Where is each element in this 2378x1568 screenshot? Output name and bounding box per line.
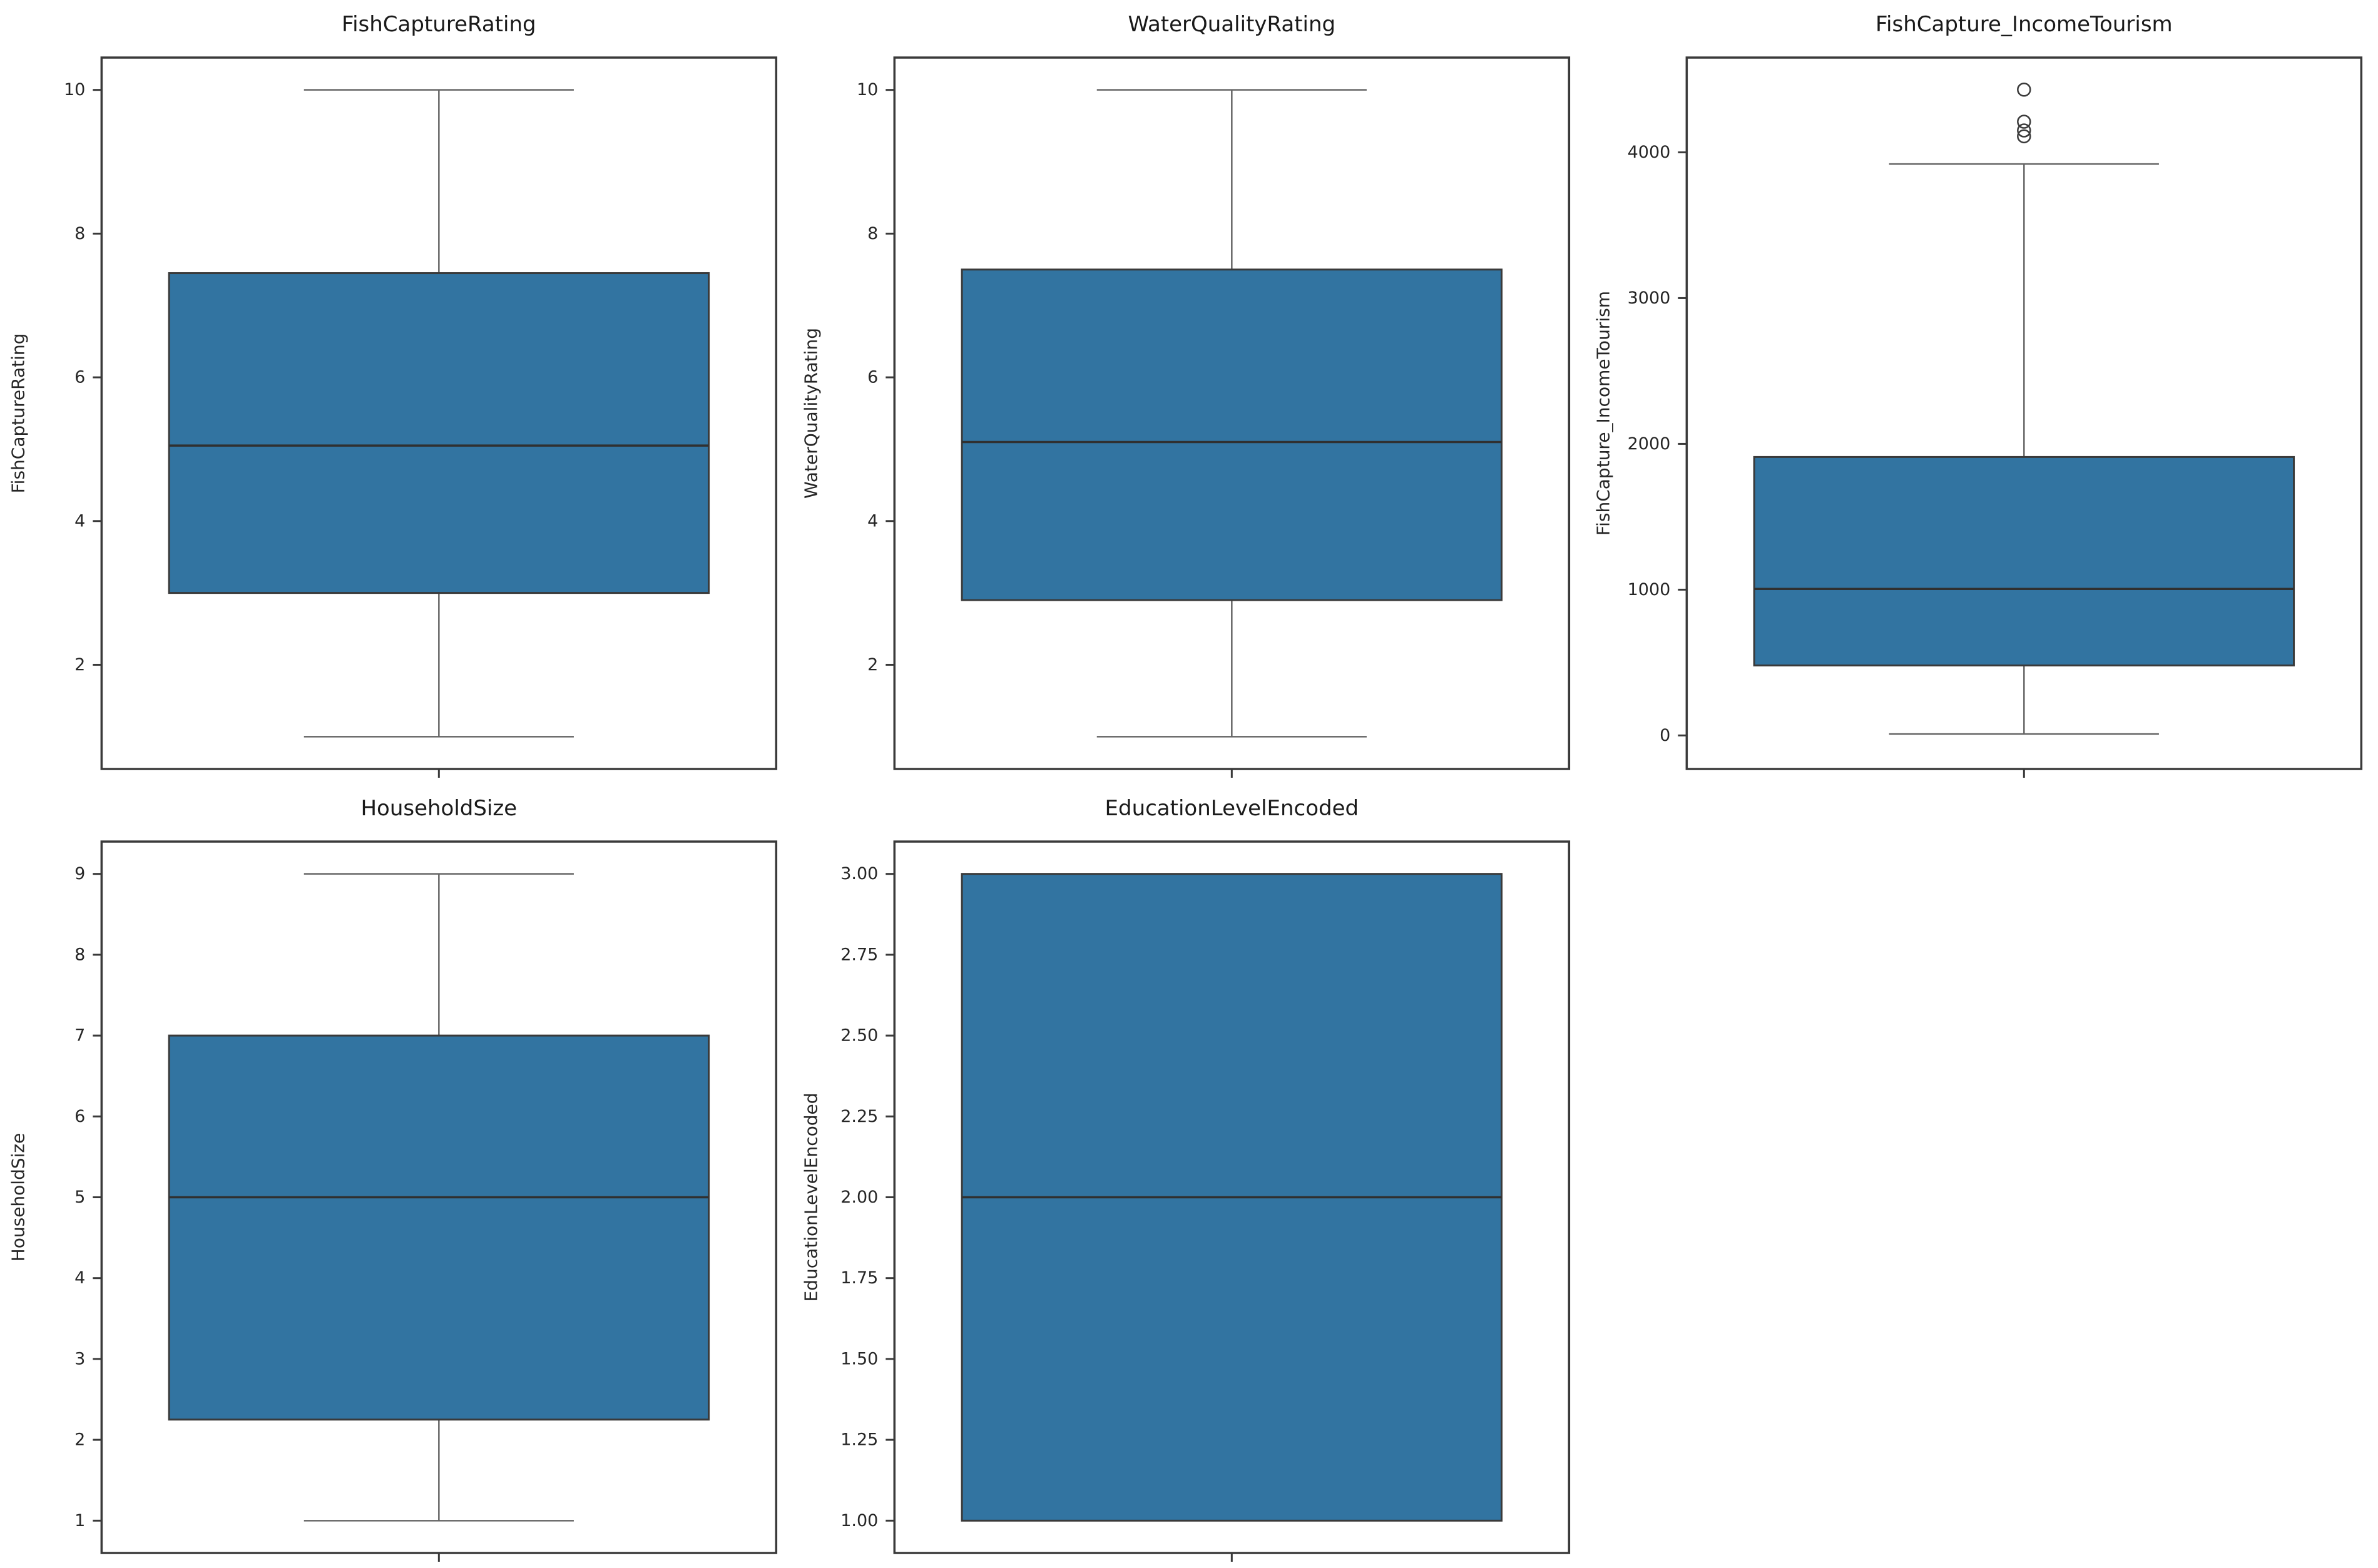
boxplot-household-size: HouseholdSize HouseholdSize 1 2 3 4 5 6 7 8 9 <box>8 796 778 1562</box>
outlier-point <box>2017 123 2031 138</box>
y-tick-label: 2.50 <box>840 1026 878 1046</box>
y-tick-label: 2000 <box>1628 434 1671 454</box>
y-tick-label: 2.25 <box>840 1107 878 1126</box>
y-tick-label: 2.75 <box>840 945 878 964</box>
empty-grid-cell <box>1585 784 2378 1568</box>
y-tick-label: 4 <box>74 1268 85 1288</box>
plot-title: FishCaptureRating <box>342 12 536 37</box>
y-tick-label: 1.00 <box>840 1511 878 1530</box>
subplot-water-quality-rating: WaterQualityRating WaterQualityRating 2 4 6 8… <box>793 0 1586 784</box>
y-tick-label: 1.75 <box>840 1268 878 1288</box>
y-tick-label: 3 <box>74 1349 85 1368</box>
y-tick-label: 9 <box>74 864 85 883</box>
subplot-fish-capture-rating: FishCaptureRating FishCaptureRating 2 4 6 8 10 <box>0 0 793 784</box>
y-tick-label: 4000 <box>1628 143 1671 162</box>
y-tick-label: 8 <box>867 224 878 243</box>
outlier-point <box>2017 129 2031 144</box>
y-tick-label: 2.00 <box>840 1188 878 1207</box>
y-tick-label: 7 <box>74 1026 85 1046</box>
y-tick-label: 4 <box>867 511 878 531</box>
y-tick-label: 6 <box>74 1107 85 1126</box>
y-axis-label: FishCapture_IncomeTourism <box>1593 291 1614 536</box>
y-axis-label: WaterQualityRating <box>800 328 821 499</box>
axes-frame <box>893 840 1570 1554</box>
y-tick-label: 5 <box>74 1188 85 1207</box>
subplot-education-level-encoded: EducationLevelEncoded EducationLevelEncod… <box>793 784 1586 1568</box>
y-tick-label: 10 <box>857 80 878 99</box>
plot-title: WaterQualityRating <box>1128 12 1335 37</box>
box-rect <box>168 1034 710 1421</box>
y-tick-label: 6 <box>74 368 85 387</box>
y-tick-label: 1.50 <box>840 1349 878 1368</box>
y-tick-label: 4 <box>74 511 85 531</box>
plot-title: EducationLevelEncoded <box>1105 796 1359 821</box>
axes-frame <box>1685 56 2363 770</box>
boxplot-education-level-encoded: EducationLevelEncoded EducationLevelEncod… <box>800 796 1570 1562</box>
boxplot-fish-capture-rating: FishCaptureRating FishCaptureRating 2 4 6 8 10 <box>8 12 778 778</box>
y-axis-label: FishCaptureRating <box>8 333 28 494</box>
y-tick-label: 3.00 <box>840 864 878 883</box>
subplot-household-size: HouseholdSize HouseholdSize 1 2 3 4 5 6 7 8 9 <box>0 784 793 1568</box>
boxplot-fishcapture-income-tourism: FishCapture_IncomeTourism FishCapture_Inc… <box>1593 12 2363 778</box>
y-tick-label: 0 <box>1660 726 1670 745</box>
y-tick-label: 2 <box>74 655 85 675</box>
axes-frame <box>893 56 1570 770</box>
y-tick-label: 3000 <box>1628 288 1671 308</box>
box-rect <box>961 268 1503 601</box>
axes-frame <box>100 840 778 1554</box>
y-tick-label: 2 <box>867 655 878 675</box>
y-tick-label: 1000 <box>1628 580 1671 599</box>
y-axis-label: HouseholdSize <box>8 1133 28 1262</box>
y-tick-label: 2 <box>74 1430 85 1450</box>
y-tick-label: 6 <box>867 368 878 387</box>
outlier-point <box>2017 115 2031 129</box>
boxplot-water-quality-rating: WaterQualityRating WaterQualityRating 2 4 6 8… <box>800 12 1570 778</box>
box-rect <box>168 272 710 594</box>
outlier-point <box>2017 83 2031 97</box>
box-rect <box>1753 456 2295 667</box>
plot-title: HouseholdSize <box>360 796 517 821</box>
plot-title: FishCapture_IncomeTourism <box>1875 12 2173 37</box>
subplot-fishcapture-income-tourism: FishCapture_IncomeTourism FishCapture_Inc… <box>1585 0 2378 784</box>
y-tick-label: 10 <box>64 80 85 99</box>
y-axis-label: EducationLevelEncoded <box>800 1092 821 1301</box>
y-tick-label: 8 <box>74 945 85 964</box>
y-tick-label: 1 <box>74 1511 85 1530</box>
axes-frame <box>100 56 778 770</box>
y-tick-label: 1.25 <box>840 1430 878 1450</box>
y-tick-label: 8 <box>74 224 85 243</box>
